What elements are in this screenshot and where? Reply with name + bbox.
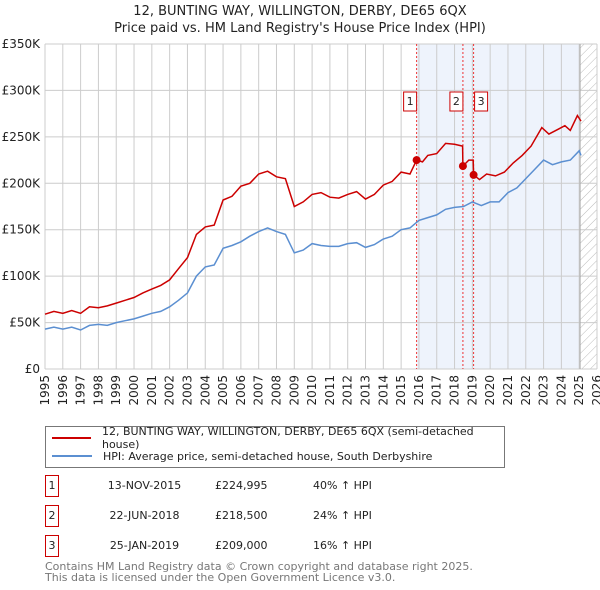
x-tick-label: 1999 (109, 375, 123, 406)
y-tick-label: £150K (2, 223, 42, 237)
x-tick-label: 1995 (38, 375, 52, 406)
y-tick-label: £200K (2, 176, 42, 190)
x-tick-label: 1997 (74, 375, 88, 406)
legend: 12, BUNTING WAY, WILLINGTON, DERBY, DE65… (45, 425, 505, 468)
transaction-date: 13-NOV-2015 (107, 479, 182, 492)
property-series-line (44, 113, 582, 315)
annotation-label: 1 (407, 95, 414, 108)
shaded-period (416, 44, 581, 369)
x-tick-label: 2025 (572, 375, 586, 406)
x-tick-label: 2013 (359, 375, 373, 406)
annotation-label: 2 (453, 95, 460, 108)
y-tick-label: £250K (2, 130, 42, 144)
x-tick-label: 2024 (554, 375, 568, 406)
x-tick-label: 2010 (305, 375, 319, 406)
transaction-hpi: 24% ↑ HPI (313, 509, 372, 522)
transaction-price: £218,500 (215, 509, 268, 522)
annotation-label: 3 (478, 95, 485, 108)
transaction-row: 1 13-NOV-2015 £224,995 40% ↑ HPI (45, 475, 445, 497)
x-tick-label: 1996 (56, 375, 70, 406)
legend-swatch-blue (52, 455, 92, 457)
x-tick-label: 2007 (252, 375, 266, 406)
legend-label: 12, BUNTING WAY, WILLINGTON, DERBY, DE65… (101, 425, 474, 451)
x-tick-label: 2026 (590, 375, 600, 406)
x-tick-label: 2008 (269, 375, 283, 406)
legend-item-property: 12, BUNTING WAY, WILLINGTON, DERBY, DE65… (52, 425, 504, 451)
transaction-date: 22-JUN-2018 (109, 509, 180, 522)
legend-swatch-red (52, 437, 91, 439)
annotation-box (474, 91, 489, 112)
transaction-number: 2 (45, 505, 59, 527)
x-tick-label: 2022 (519, 375, 533, 406)
x-tick-label: 2021 (501, 375, 515, 406)
footer-copyright: Contains HM Land Registry data © Crown c… (45, 560, 473, 573)
x-tick-label: 2003 (180, 375, 194, 406)
transaction-price: £209,000 (215, 539, 268, 552)
x-tick-label: 2018 (448, 375, 462, 406)
x-tick-label: 2017 (430, 375, 444, 406)
x-tick-label: 2019 (465, 375, 479, 406)
y-tick-label: £300K (2, 83, 42, 97)
x-tick-label: 2014 (376, 375, 390, 406)
x-tick-label: 2012 (341, 375, 355, 406)
x-tick-label: 2009 (287, 375, 301, 406)
x-tick-label: 2000 (127, 375, 141, 406)
x-tick-label: 2006 (234, 375, 248, 406)
x-tick-label: 2005 (216, 375, 230, 406)
transaction-point (412, 156, 421, 165)
x-tick-label: 2016 (412, 375, 426, 406)
footer-licence: This data is licensed under the Open Gov… (45, 571, 396, 584)
chart-title: 12, BUNTING WAY, WILLINGTON, DERBY, DE65… (133, 4, 467, 19)
x-tick-label: 2015 (394, 375, 408, 406)
x-tick-label: 2001 (145, 375, 159, 406)
y-tick-label: £0 (25, 362, 40, 376)
y-tick-label: £100K (2, 269, 42, 283)
transaction-hpi: 40% ↑ HPI (313, 479, 372, 492)
transaction-date: 25-JAN-2019 (109, 539, 180, 552)
chart-subtitle: Price paid vs. HM Land Registry's House … (114, 21, 486, 36)
x-tick-label: 1998 (91, 375, 105, 406)
x-tick-label: 2020 (483, 375, 497, 406)
hatched-period (580, 44, 597, 369)
legend-item-hpi: HPI: Average price, semi-detached house,… (52, 448, 432, 464)
annotation-box (449, 91, 464, 112)
transaction-hpi: 16% ↑ HPI (313, 539, 372, 552)
x-tick-label: 2023 (537, 375, 551, 406)
legend-label: HPI: Average price, semi-detached house,… (103, 449, 433, 463)
transaction-row: 2 22-JUN-2018 £218,500 24% ↑ HPI (45, 505, 445, 527)
y-tick-label: £50K (9, 316, 41, 330)
annotation-box (403, 91, 418, 112)
transaction-row: 3 25-JAN-2019 £209,000 16% ↑ HPI (45, 535, 445, 557)
transaction-point (458, 162, 467, 171)
x-tick-label: 2002 (163, 375, 177, 406)
transaction-point (469, 170, 478, 179)
hpi-series-line (44, 149, 582, 331)
price-chart: 1995 1996 1997 1998 1999 2000 2001 2002 2003 2004… (2, 37, 600, 406)
x-tick-label: 2011 (323, 375, 337, 406)
footer: Contains HM Land Registry data © Crown c… (45, 561, 473, 583)
transaction-number: 1 (45, 475, 59, 497)
transaction-price: £224,995 (215, 479, 268, 492)
y-tick-label: £350K (2, 37, 42, 51)
transaction-number: 3 (45, 535, 59, 557)
x-tick-label: 2004 (198, 375, 212, 406)
